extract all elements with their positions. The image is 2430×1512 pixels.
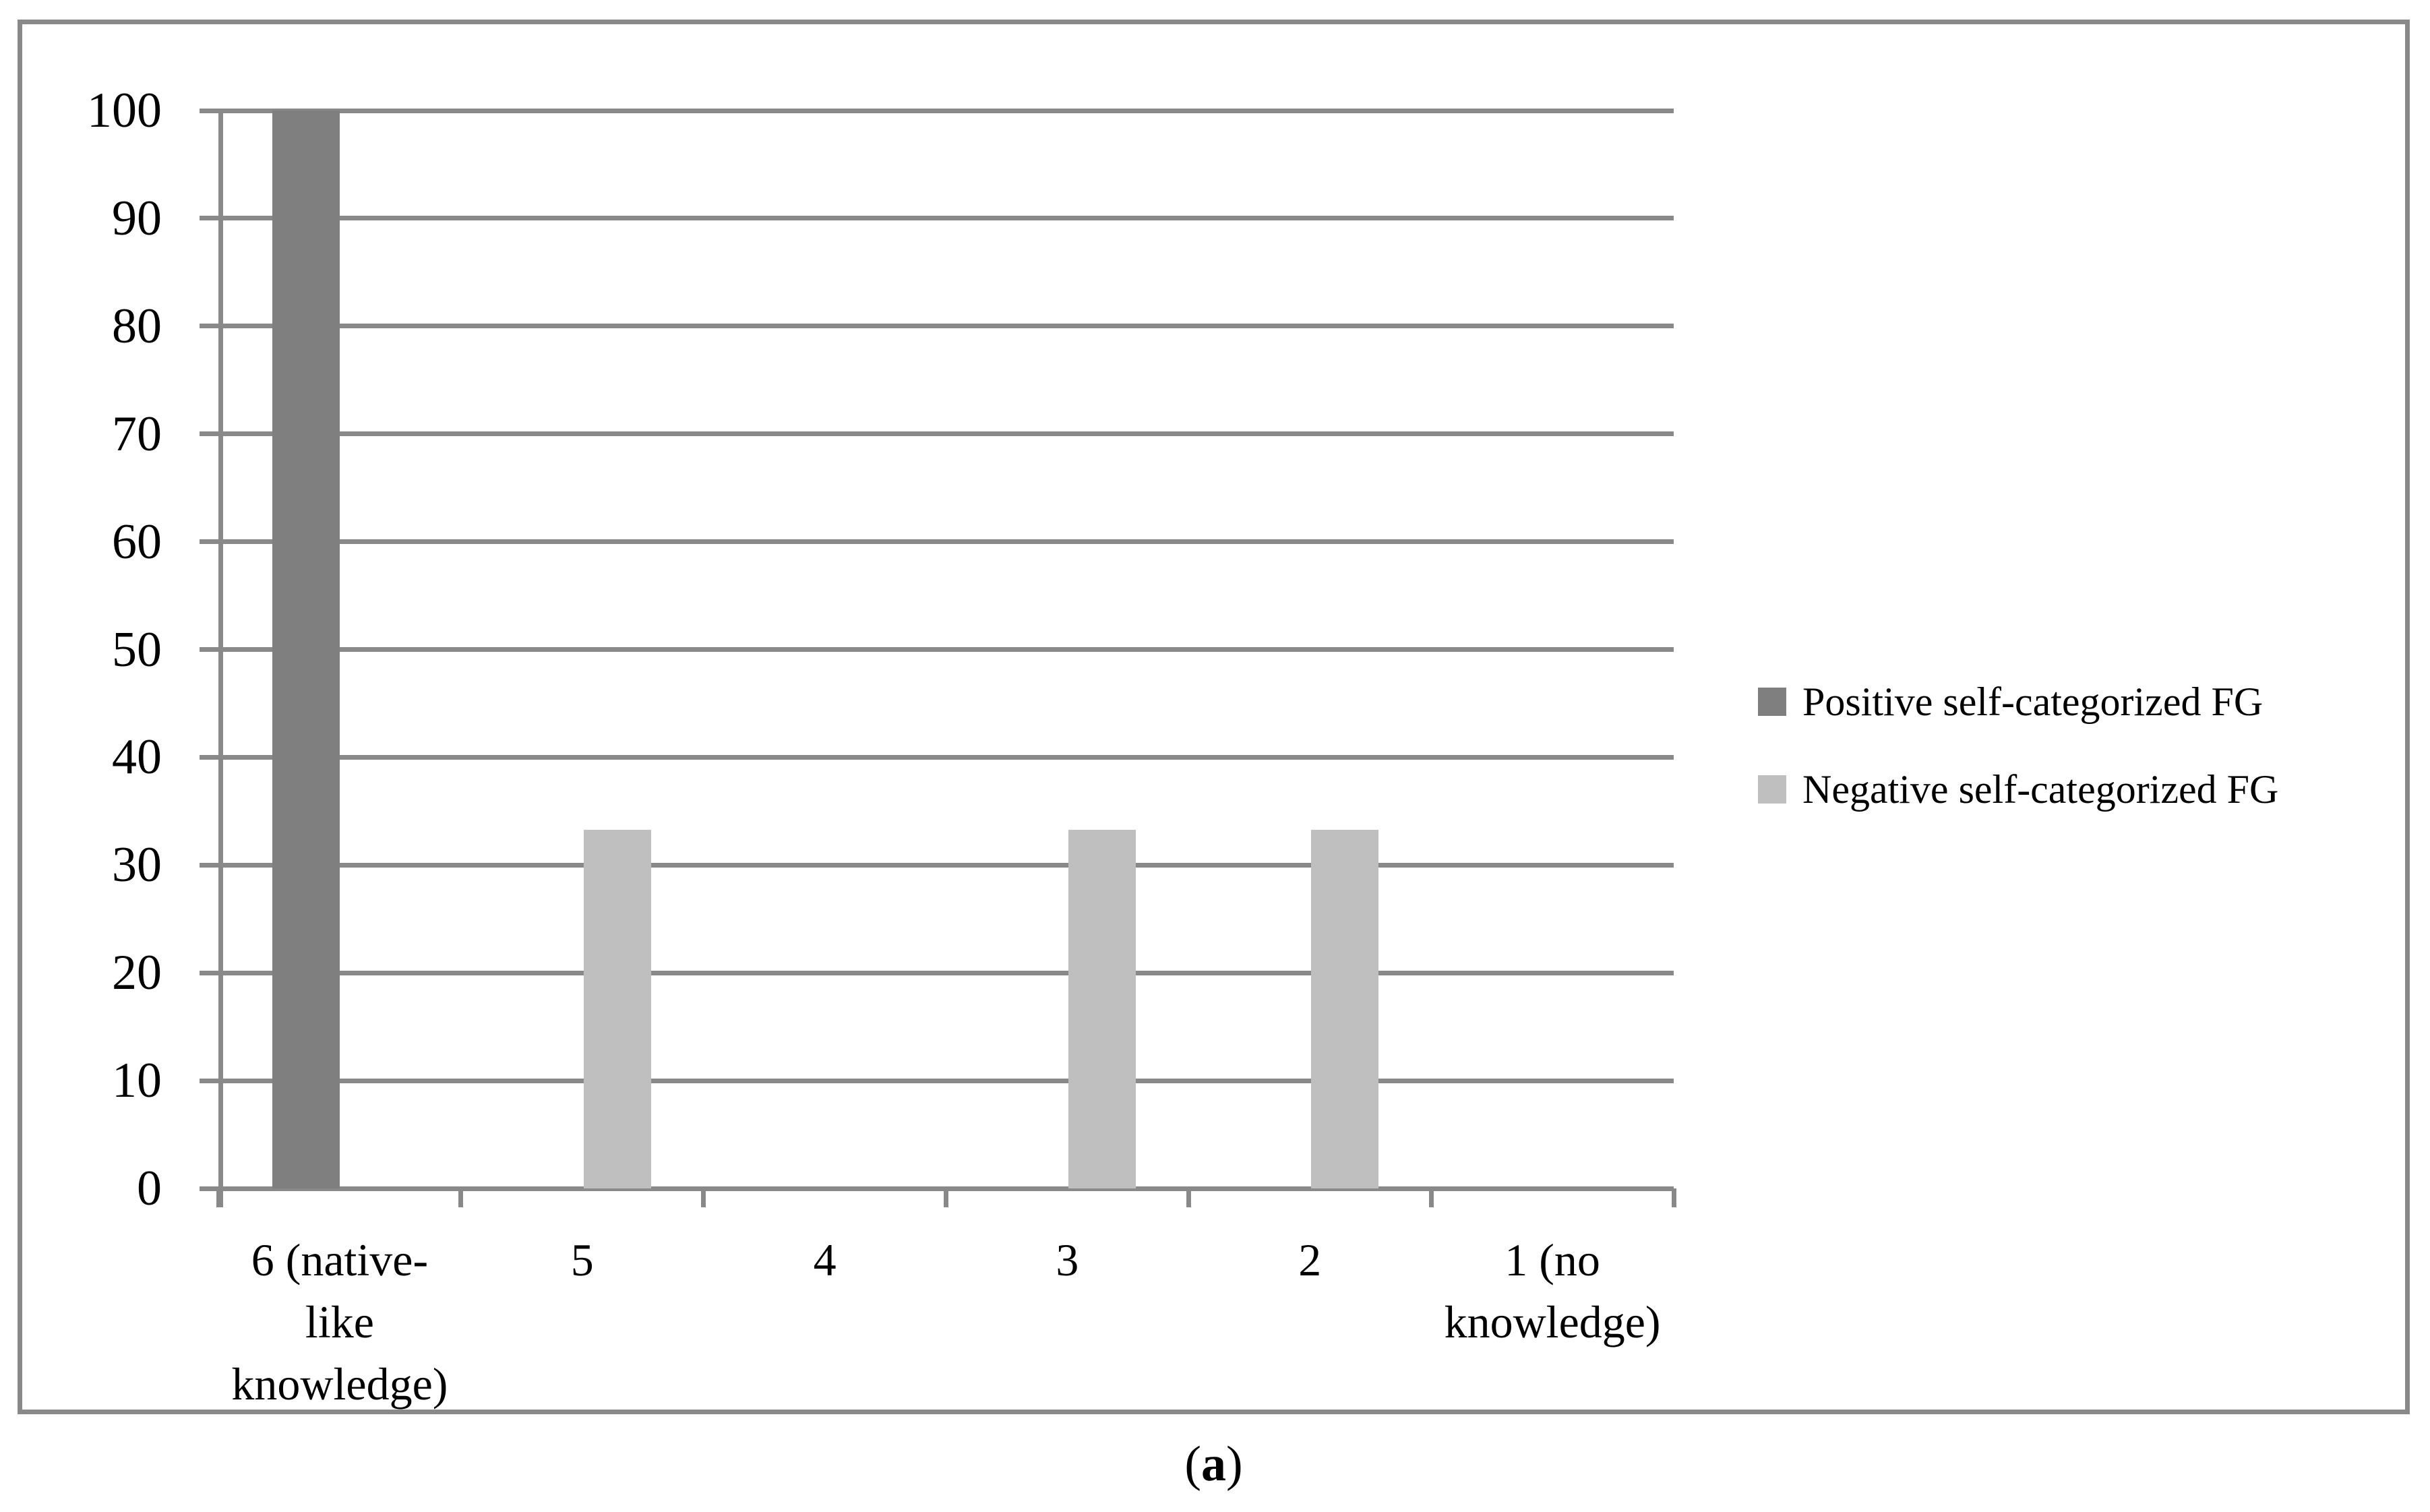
x-category-label: 1 (no knowledge)	[1444, 1234, 1661, 1348]
x-category-label: 4	[813, 1234, 837, 1286]
gridline-60	[200, 539, 1674, 545]
x-axis-tick	[216, 1188, 221, 1207]
gridline-40	[200, 754, 1674, 760]
bar-positive-cat6	[272, 111, 340, 1188]
caption-close-paren: )	[1226, 1437, 1243, 1492]
y-tick-label-100: 100	[87, 83, 162, 138]
y-tick-label-30: 30	[112, 837, 162, 893]
x-axis-tick	[1186, 1188, 1191, 1207]
y-tick-label-70: 70	[112, 406, 162, 462]
x-category-label: 5	[570, 1234, 594, 1286]
x-axis-tick	[458, 1188, 464, 1207]
chart-frame: 0 10 20 30 40 50 60 70 80 90 100 6 (native- like kn…	[18, 20, 2410, 1414]
gridline-100	[200, 108, 1674, 113]
bar-negative-cat2	[1311, 829, 1379, 1188]
y-tick-label-10: 10	[112, 1053, 162, 1109]
bar-negative-cat5	[583, 829, 651, 1188]
gridline-50	[200, 647, 1674, 652]
gridline-20	[200, 970, 1674, 975]
x-axis-tick	[701, 1188, 706, 1207]
legend-item-negative: Negative self-categorized FG	[1758, 769, 2278, 810]
legend-swatch-positive	[1758, 688, 1786, 716]
plot-area: 0 10 20 30 40 50 60 70 80 90 100 6 (native- like kn…	[87, 83, 1676, 1410]
legend-swatch-negative	[1758, 775, 1786, 804]
gridline-80	[200, 324, 1674, 329]
y-tick-label-60: 60	[112, 514, 162, 570]
x-category-label: 6 (native- like knowledge)	[231, 1234, 448, 1410]
caption-open-paren: (	[1184, 1437, 1201, 1492]
legend-label-negative: Negative self-categorized FG	[1802, 767, 2279, 812]
y-tick-label-90: 90	[112, 190, 162, 246]
y-tick-label-20: 20	[112, 945, 162, 1001]
bar-negative-cat3	[1068, 829, 1136, 1188]
y-tick-label-80: 80	[112, 298, 162, 354]
x-axis-tick	[944, 1188, 948, 1207]
gridline-70	[200, 431, 1674, 437]
x-category-label: 2	[1298, 1234, 1322, 1286]
y-tick-label-50: 50	[112, 622, 162, 677]
x-axis-tick	[1428, 1188, 1434, 1207]
y-tick-label-40: 40	[112, 729, 162, 785]
x-category-label: 3	[1056, 1234, 1079, 1286]
gridline-90	[200, 216, 1674, 221]
gridline-10	[200, 1078, 1674, 1083]
legend-label-positive: Positive self-categorized FG	[1802, 679, 2264, 724]
gridline-0	[200, 1186, 1674, 1191]
y-tick-label-0: 0	[137, 1161, 162, 1216]
x-axis-tick	[1671, 1188, 1676, 1207]
gridline-30	[200, 862, 1674, 868]
subfigure-caption: (a)	[18, 1436, 2410, 1493]
caption-letter: a	[1201, 1437, 1226, 1492]
legend-item-positive: Positive self-categorized FG	[1758, 682, 2263, 722]
y-axis-line	[218, 111, 223, 1207]
